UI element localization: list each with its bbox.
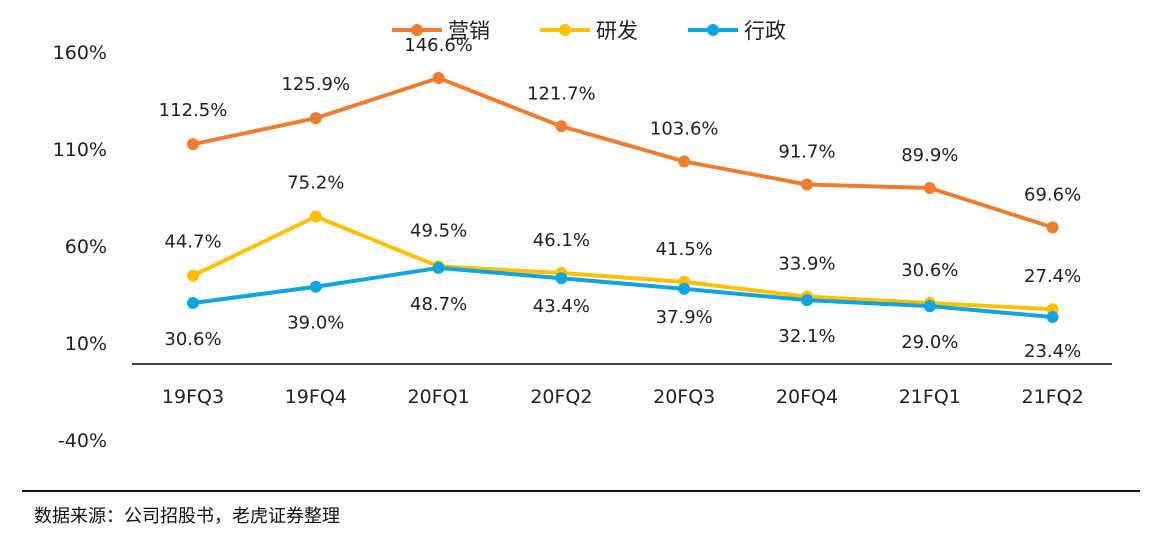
- data-point: [678, 282, 691, 295]
- data-label: 103.6%: [650, 118, 719, 139]
- data-label: 125.9%: [281, 74, 350, 95]
- y-tick-label: 110%: [53, 139, 107, 161]
- legend-swatch-marker: [411, 24, 423, 36]
- data-point: [555, 272, 568, 285]
- x-tick-label: 20FQ3: [653, 386, 715, 408]
- data-label: 23.4%: [1024, 341, 1081, 362]
- source-note: 数据来源：公司招股书，老虎证券整理: [34, 506, 340, 527]
- data-point: [187, 269, 199, 282]
- data-point: [187, 297, 199, 310]
- data-label: 49.5%: [410, 220, 467, 241]
- data-label: 146.6%: [404, 35, 473, 56]
- data-label: 43.4%: [533, 296, 590, 317]
- series-line: [191, 265, 1055, 320]
- data-point: [555, 120, 568, 133]
- data-point: [678, 155, 691, 168]
- x-tick-label: 19FQ3: [162, 386, 224, 408]
- x-tick-label: 20FQ1: [408, 386, 470, 408]
- data-label: 27.4%: [1024, 266, 1081, 287]
- data-label: 41.5%: [656, 239, 713, 260]
- data-label: 121.7%: [527, 83, 596, 104]
- y-tick-label: -40%: [58, 430, 107, 452]
- y-tick-label: 60%: [65, 236, 107, 258]
- data-label: 48.7%: [410, 294, 467, 315]
- data-labels: 112.5% 125.9% 146.6% 121.7% 103.6% 91.7% 89.9%…: [159, 35, 1082, 362]
- series-line: [191, 214, 1055, 312]
- legend-label: 行政: [744, 19, 786, 43]
- x-tick-label: 20FQ4: [776, 386, 838, 408]
- x-tick-label: 19FQ4: [285, 386, 347, 408]
- y-tick-label: 160%: [53, 42, 107, 64]
- data-point: [432, 261, 445, 274]
- data-label: 39.0%: [287, 313, 344, 334]
- data-label: 89.9%: [901, 145, 958, 166]
- data-point: [801, 178, 813, 191]
- legend-label: 营销: [448, 19, 490, 43]
- y-tick-label: 10%: [65, 333, 107, 355]
- series-lines: [191, 75, 1055, 320]
- data-label: 46.1%: [533, 230, 590, 251]
- source-divider: [22, 490, 1140, 492]
- data-label: 75.2%: [287, 173, 344, 194]
- x-tick-label: 21FQ1: [899, 386, 961, 408]
- data-label: 112.5%: [159, 100, 228, 121]
- legend-swatch-marker: [559, 24, 571, 36]
- data-point: [432, 71, 445, 84]
- data-point: [923, 300, 936, 313]
- series-points: [187, 71, 1059, 324]
- x-tick-label: 20FQ2: [530, 386, 592, 408]
- data-point: [1046, 221, 1059, 234]
- legend: 营销 研发 行政: [392, 19, 786, 43]
- data-label: 29.0%: [901, 332, 958, 353]
- series-line: [191, 75, 1055, 230]
- data-label: 33.9%: [778, 254, 835, 275]
- data-label: 44.7%: [164, 232, 221, 253]
- data-point: [801, 294, 813, 307]
- data-label: 32.1%: [778, 326, 835, 347]
- data-label: 91.7%: [778, 142, 835, 163]
- x-tick-label: 21FQ2: [1022, 386, 1084, 408]
- data-point: [309, 210, 322, 223]
- data-point: [309, 112, 322, 125]
- y-axis-ticks: 160% 110% 60% 10% -40%: [53, 42, 107, 452]
- data-label: 30.6%: [901, 260, 958, 281]
- data-label: 30.6%: [164, 329, 221, 350]
- data-point: [187, 138, 199, 151]
- data-label: 37.9%: [656, 307, 713, 328]
- data-point: [309, 280, 322, 293]
- legend-label: 研发: [596, 19, 638, 43]
- data-point: [923, 181, 936, 194]
- data-point: [1046, 311, 1059, 324]
- legend-swatch-marker: [707, 24, 719, 36]
- x-axis-categories: 19FQ3 19FQ4 20FQ1 20FQ2 20FQ3 20FQ4 21FQ1 21FQ2: [162, 386, 1084, 408]
- data-label: 69.6%: [1024, 184, 1081, 205]
